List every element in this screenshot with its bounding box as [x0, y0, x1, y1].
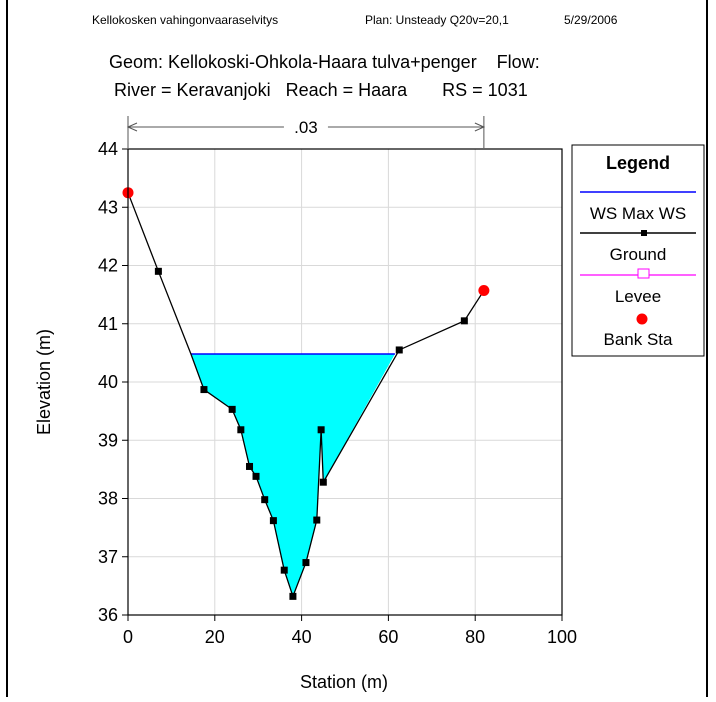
legend: Legend WS Max WS Ground Levee Bank Sta: [571, 144, 705, 357]
cross-section-chart: Kellokosken vahingonvaaraselvitys Plan: …: [34, 13, 705, 692]
manning-arrow-right: [474, 122, 486, 132]
chart-title-line1: Geom: Kellokoski-Ohkola-Haara tulva+peng…: [109, 52, 540, 72]
y-tick-label: 38: [98, 489, 118, 509]
y-tick-label: 36: [98, 605, 118, 625]
header-plan: Plan: Unsteady Q20v=20,1: [365, 13, 509, 27]
ground-point: [269, 517, 277, 525]
water-area: [190, 354, 395, 597]
y-tick-label: 43: [98, 197, 118, 217]
manning-n-indicator: .03: [126, 116, 486, 148]
ground-point: [289, 592, 297, 600]
legend-levee-marker: [637, 268, 650, 279]
legend-item-ground: Ground: [610, 245, 667, 264]
ground-point: [317, 426, 325, 434]
ground-point: [252, 472, 260, 480]
legend-item-bank: Bank Sta: [604, 330, 674, 349]
ground-point: [302, 559, 310, 567]
manning-n-label: .03: [294, 118, 318, 137]
x-tick-label: 80: [465, 627, 485, 647]
legend-item-ws: WS Max WS: [590, 204, 686, 223]
page-frame: Kellokosken vahingonvaaraselvitys Plan: …: [6, 0, 708, 697]
ground-point: [228, 405, 236, 413]
x-tick-label: 0: [123, 627, 133, 647]
plot-area: 0 20 40 60 80 100 36 37 38 39 40 41 42 43 44: [98, 139, 577, 647]
y-tick-label: 39: [98, 430, 118, 450]
legend-item-levee: Levee: [615, 287, 661, 306]
bank-station-point: [478, 285, 490, 297]
legend-title: Legend: [606, 153, 670, 173]
ground-point: [154, 267, 162, 275]
y-tick-label: 40: [98, 372, 118, 392]
ground-point: [200, 386, 208, 394]
x-tick-label: 100: [547, 627, 577, 647]
ground-point: [460, 317, 468, 325]
x-tick-label: 60: [378, 627, 398, 647]
legend-bank-marker: [636, 313, 648, 325]
header-date: 5/29/2006: [564, 13, 618, 27]
header-project: Kellokosken vahingonvaaraselvitys: [92, 13, 278, 27]
ground-point: [313, 516, 321, 524]
chart-title-line2: River = Keravanjoki Reach = Haara RS = 1…: [114, 80, 528, 100]
legend-ground-marker: [641, 230, 647, 236]
y-tick-label: 37: [98, 547, 118, 567]
ground-point: [280, 566, 288, 574]
y-tick-label: 41: [98, 314, 118, 334]
ground-point: [261, 496, 269, 504]
y-tick-label: 42: [98, 256, 118, 276]
manning-arrow-left: [126, 122, 138, 132]
ground-point: [319, 478, 327, 486]
x-axis-label: Station (m): [300, 672, 388, 692]
ground-point: [395, 346, 403, 354]
ground-point: [246, 462, 254, 470]
x-tick-label: 40: [292, 627, 312, 647]
x-tick-label: 20: [205, 627, 225, 647]
y-axis-label: Elevation (m): [34, 329, 54, 435]
y-tick-label: 44: [98, 139, 118, 159]
ground-point: [237, 426, 245, 434]
